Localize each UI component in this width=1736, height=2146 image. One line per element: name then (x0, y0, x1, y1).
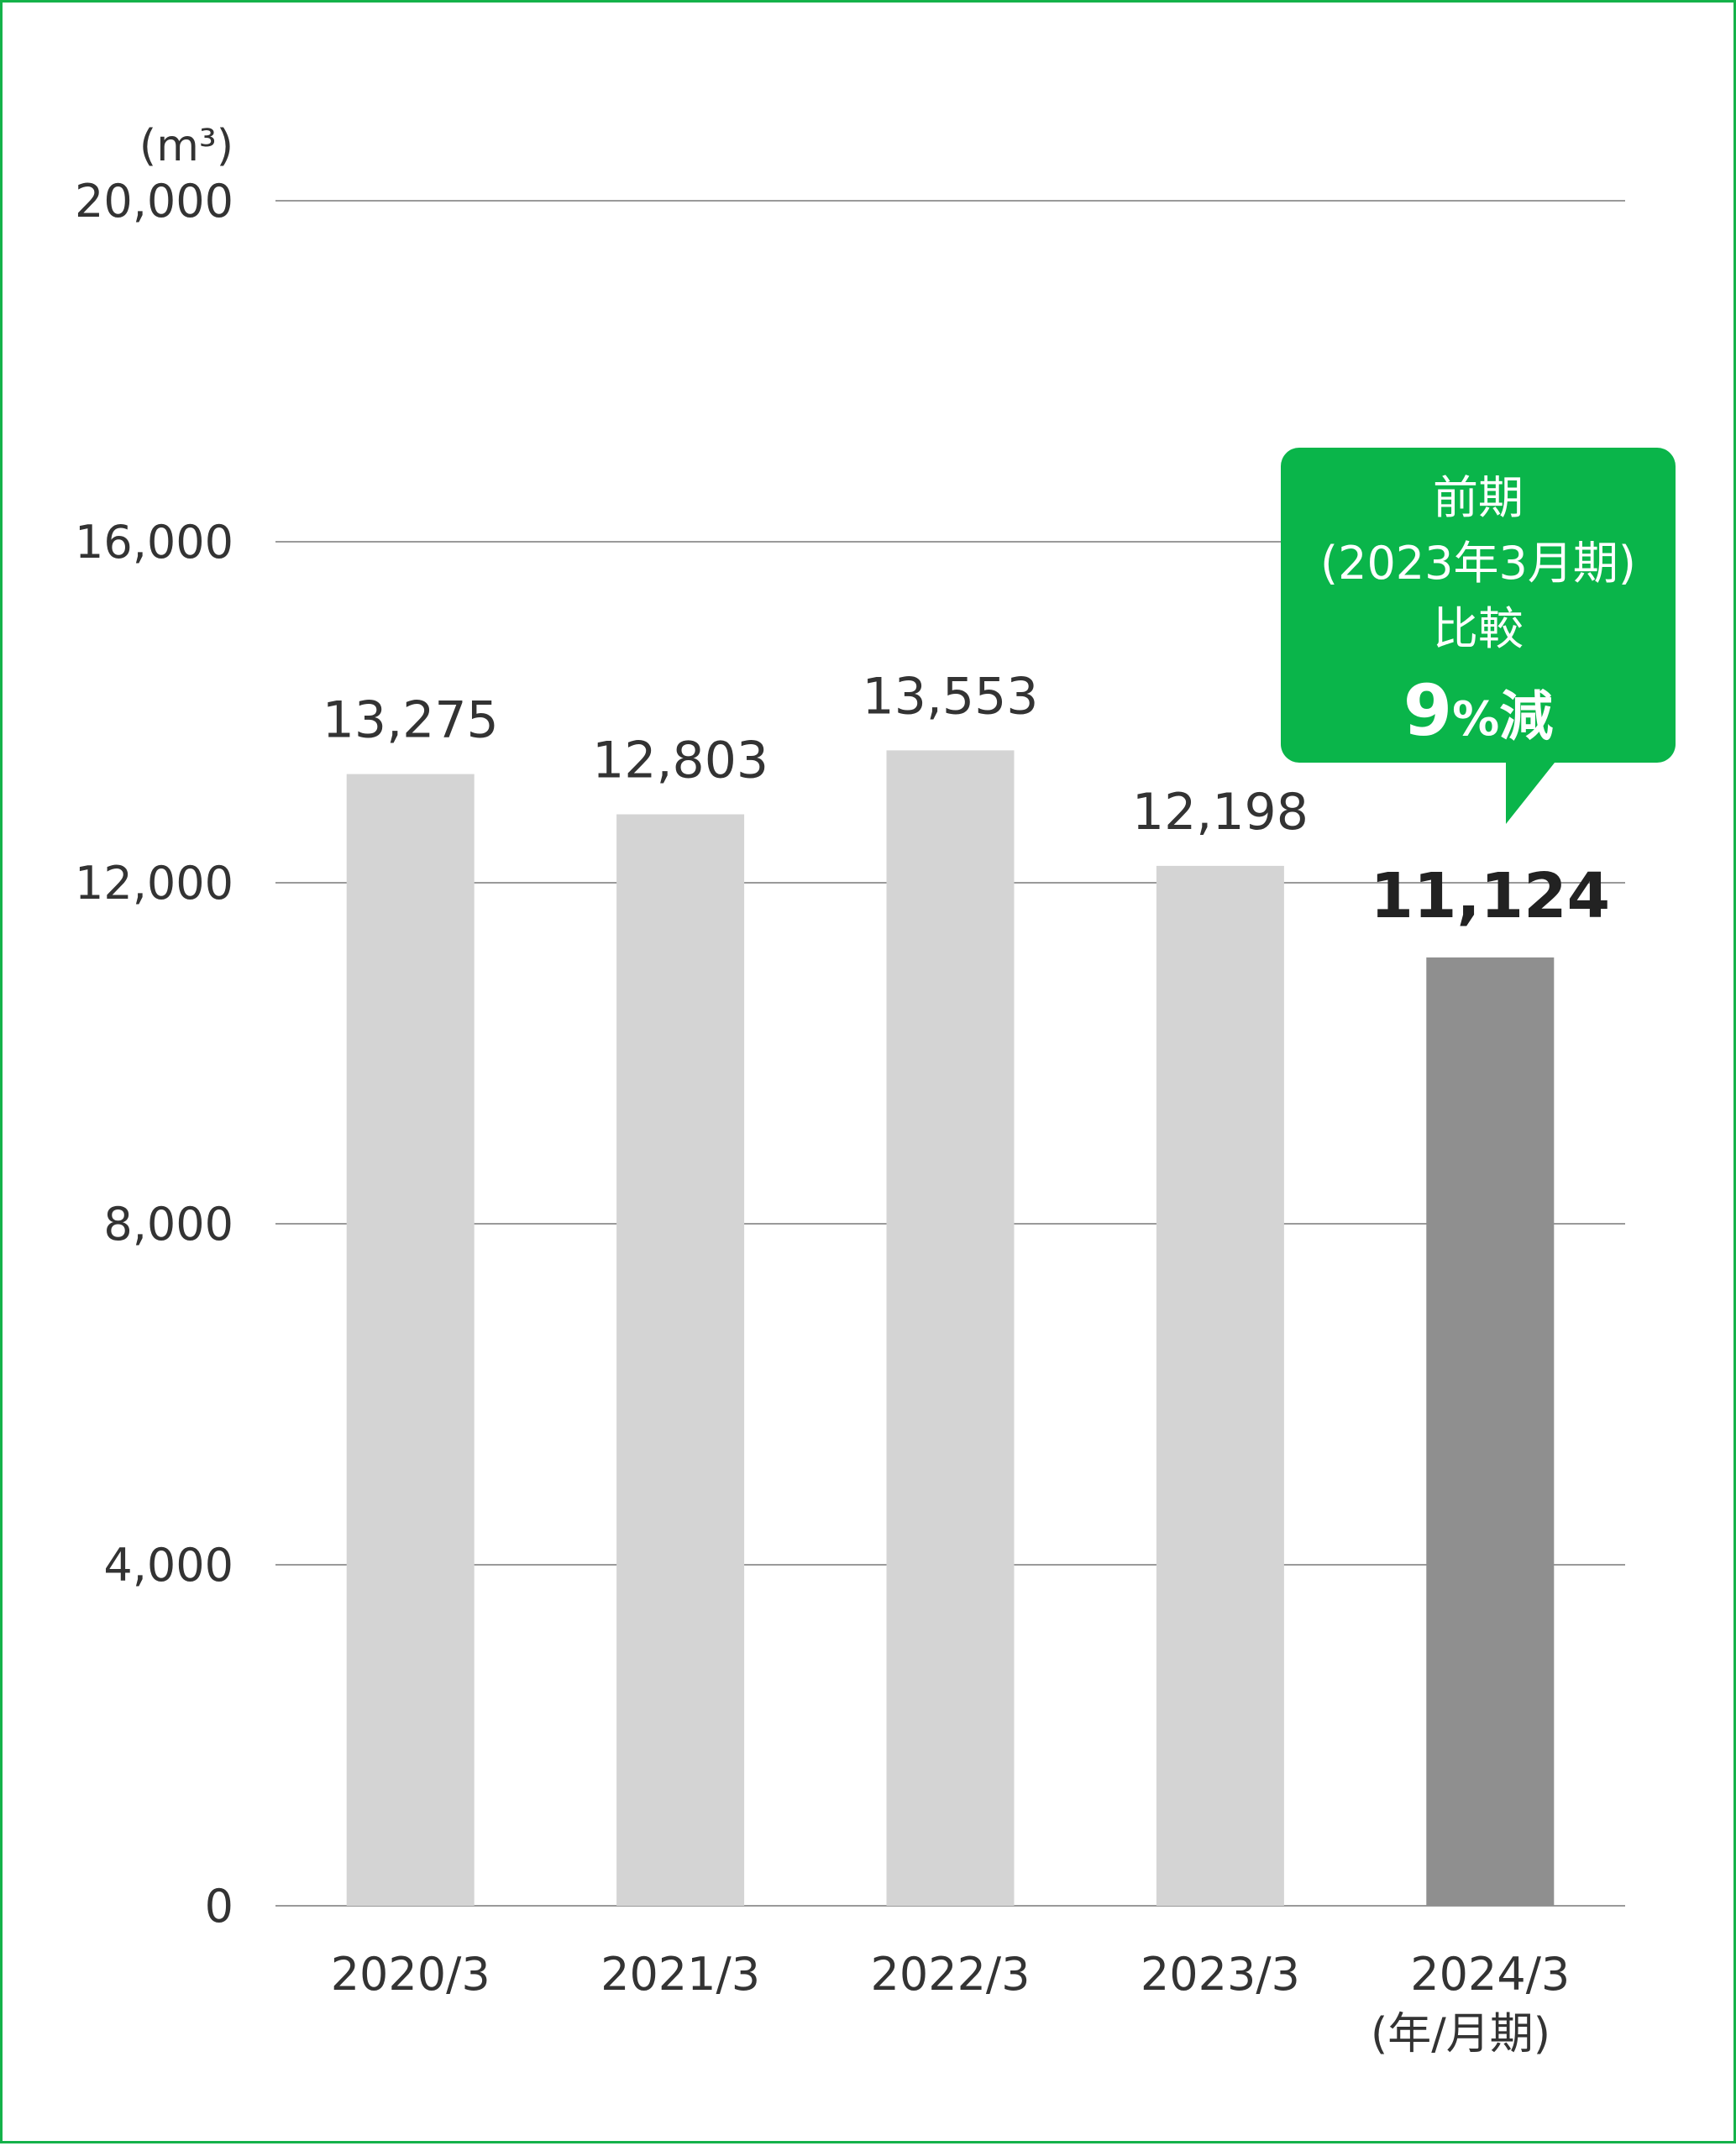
data-label: 13,553 (863, 667, 1039, 726)
callout-line3: 比較 (1433, 602, 1524, 655)
y-tick-label: 12,000 (75, 857, 233, 910)
y-tick-label: 20,000 (75, 175, 233, 228)
bar (886, 750, 1015, 1906)
x-tick-label: 2021/3 (601, 1948, 760, 2001)
y-tick-label: 4,000 (103, 1539, 233, 1592)
x-tick-label: 2020/3 (331, 1948, 490, 2001)
y-tick-label: 8,000 (103, 1198, 233, 1251)
x-unit-label: (年/月期) (1371, 2009, 1550, 2059)
comparison-callout: 前期 (2023年3月期) 比較 9%減 (1281, 448, 1676, 824)
y-unit-label: (m³) (139, 121, 233, 171)
bar (616, 814, 745, 1906)
bar (346, 774, 475, 1906)
bar (1156, 865, 1284, 1906)
bar (1426, 957, 1555, 1906)
callout-pointer (1506, 758, 1558, 824)
x-tick-label: 2024/3 (1410, 1948, 1570, 2001)
labels: 0 4,000 8,000 12,000 16,000 20,000 13,275 2020/… (75, 175, 1610, 2001)
data-label: 12,803 (592, 731, 768, 790)
callout-suffix: 減 (1499, 686, 1553, 748)
x-tick-label: 2023/3 (1141, 1948, 1300, 2001)
callout-line2: (2023年3月期) (1320, 537, 1636, 590)
bar-chart: 0 4,000 8,000 12,000 16,000 20,000 13,275 2020/… (75, 121, 1676, 2059)
y-tick-label: 0 (205, 1880, 233, 1933)
bars (346, 750, 1555, 1906)
callout-reduction: 9%減 (1403, 669, 1554, 752)
callout-line1: 前期 (1433, 471, 1524, 524)
callout-value: 9 (1403, 669, 1452, 752)
data-label: 12,198 (1132, 783, 1309, 842)
data-label: 11,124 (1371, 860, 1611, 932)
x-tick-label: 2022/3 (871, 1948, 1031, 2001)
callout-box (1281, 448, 1676, 763)
data-label: 13,275 (323, 691, 499, 750)
callout-percent: % (1452, 692, 1499, 747)
y-tick-label: 16,000 (75, 516, 233, 569)
